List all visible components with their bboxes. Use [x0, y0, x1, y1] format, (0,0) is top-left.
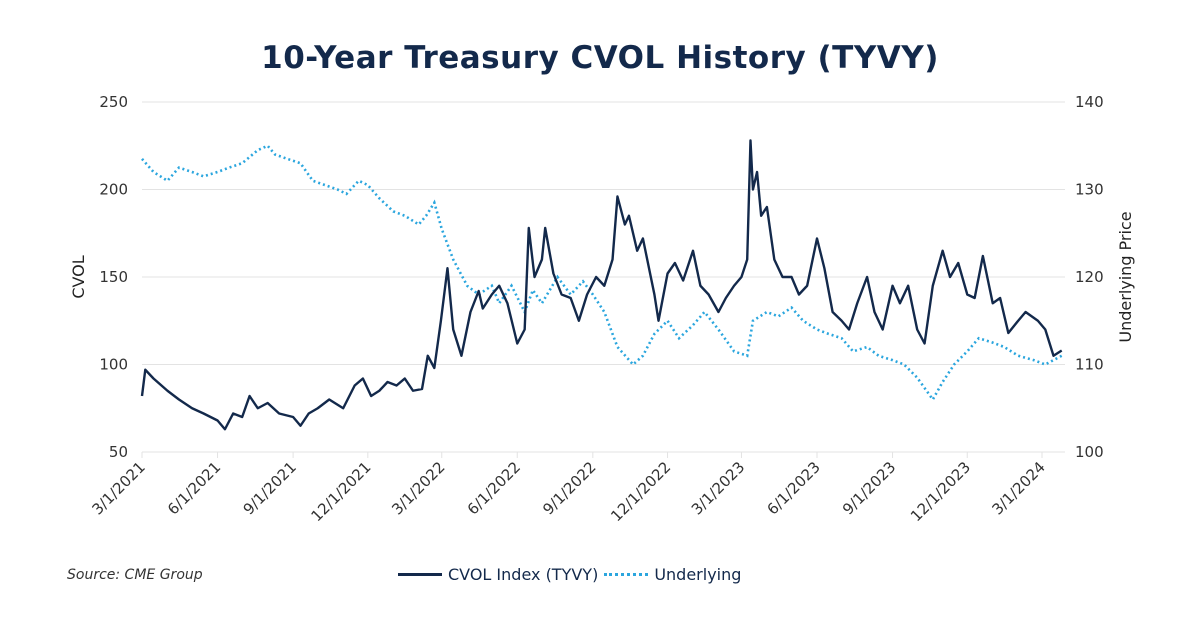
chart-title: 10-Year Treasury CVOL History (TYVY)	[261, 40, 939, 76]
y-tick-label: 50	[109, 443, 128, 461]
underlying-line	[141, 144, 1063, 402]
y2-tick-label: 140	[1075, 93, 1104, 111]
cvol-line	[140, 139, 1063, 431]
y2-tick-label: 130	[1075, 181, 1104, 199]
x-tick-label: 3/1/2021	[88, 458, 148, 518]
legend-label-underlying: Underlying	[654, 565, 742, 584]
x-tick-label: 9/1/2022	[539, 458, 599, 518]
legend-label-cvol: CVOL Index (TYVY)	[448, 565, 599, 584]
y-tick-label: 200	[99, 181, 128, 199]
y2-tick-label: 120	[1075, 268, 1104, 286]
x-tick-label: 9/1/2021	[240, 458, 300, 518]
x-tick-label: 3/1/2023	[688, 458, 748, 518]
x-tick-label: 6/1/2021	[164, 458, 224, 518]
x-tick-label: 6/1/2023	[763, 458, 823, 518]
x-tick-label: 12/1/2022	[607, 458, 674, 525]
legend: CVOL Index (TYVY) Underlying	[398, 565, 741, 584]
x-tick-label: 12/1/2023	[907, 458, 974, 525]
x-tick-label: 9/1/2023	[839, 458, 899, 518]
x-tick-label: 6/1/2022	[464, 458, 524, 518]
x-tick-label: 3/1/2022	[388, 458, 448, 518]
legend-swatch-cvol	[398, 573, 442, 576]
y-axis-label: CVOL	[69, 255, 88, 298]
y2-axis-label: Underlying Price	[1116, 211, 1135, 342]
legend-swatch-underlying	[604, 573, 649, 576]
x-tick-label: 3/1/2024	[988, 458, 1048, 518]
y2-tick-label: 110	[1075, 356, 1104, 374]
x-tick-label: 12/1/2021	[308, 458, 375, 525]
y-tick-label: 100	[99, 356, 128, 374]
y2-tick-label: 100	[1075, 443, 1104, 461]
y-tick-label: 150	[99, 268, 128, 286]
y-tick-label: 250	[99, 93, 128, 111]
source-note: Source: CME Group	[67, 567, 203, 583]
